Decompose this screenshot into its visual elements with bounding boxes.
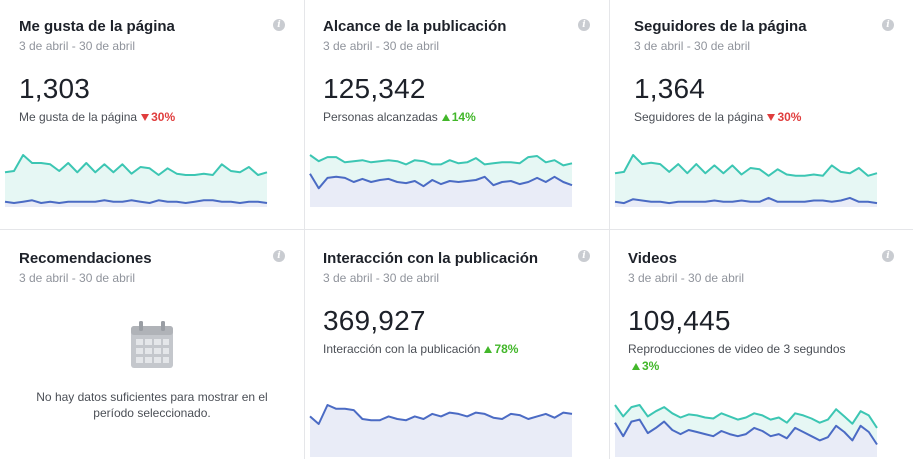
delta-percent: 30% [777,110,802,124]
date-range: 3 de abril - 30 de abril [628,271,745,285]
card-post-engagement[interactable]: Interacción con la publicación 3 de abri… [305,230,610,459]
sparkline-series-blue-line [614,196,878,205]
calendar-icon [131,321,173,368]
card-recommendations[interactable]: Recomendaciones 3 de abril - 30 de abril… [0,230,305,459]
arrow-up-icon [632,363,640,371]
sparkline-series-blue-line [4,199,268,204]
card-title: Seguidores de la página [634,18,807,35]
card-videos[interactable]: Videos 3 de abril - 30 de abril i 109,44… [610,230,913,459]
metric-subtitle: Me gusta de la página 30% [19,109,304,125]
sparkline-series-teal-area [615,155,877,207]
metric-value: 109,445 [628,305,731,336]
metric-label: Seguidores de la página [634,110,764,124]
sparkline-series-blue-line [309,173,573,190]
delta-percent: 14% [451,110,476,124]
sparkline-chart [4,154,268,207]
arrow-up-icon [441,114,450,122]
card-title: Me gusta de la página [19,18,175,35]
card-page-followers[interactable]: Seguidores de la página 3 de abril - 30 … [610,0,913,230]
sparkline-series-blue-line [614,418,878,446]
card-title: Videos [628,250,677,267]
sparkline-series-teal-area [5,155,267,207]
delta-percent: 3% [642,359,660,373]
date-range: 3 de abril - 30 de abril [19,39,136,53]
date-range: 3 de abril - 30 de abril [323,271,440,285]
info-icon[interactable]: i [882,250,894,262]
metric-subtitle: Interacción con la publicación 78% [323,341,609,357]
info-icon[interactable]: i [578,250,590,262]
sparkline-series-blue-area [615,197,877,207]
card-post-reach[interactable]: Alcance de la publicación 3 de abril - 3… [305,0,610,230]
date-range: 3 de abril - 30 de abril [634,39,751,53]
metric-label: Reproducciones de video de 3 segundos [628,342,846,356]
metric-label: Personas alcanzadas [323,110,438,124]
sparkline-chart [614,154,878,207]
metric-value: 369,927 [323,305,426,336]
sparkline-series-teal-line [614,404,878,429]
arrow-down-icon [767,114,776,122]
sparkline-chart [309,154,573,207]
sparkline-series-blue-area [310,405,572,457]
info-icon[interactable]: i [273,19,285,31]
metric-label: Me gusta de la página [19,110,138,124]
metric-subtitle: Personas alcanzadas 14% [323,109,609,125]
card-page-likes[interactable]: Me gusta de la página 3 de abril - 30 de… [0,0,305,230]
sparkline-series-blue-area [615,419,877,457]
sparkline-series-blue-line [309,404,573,425]
arrow-down-icon [141,114,150,122]
metric-delta-row: 3% [628,358,913,374]
info-icon[interactable]: i [578,19,590,31]
card-title: Interacción con la publicación [323,250,539,267]
delta-percent: 78% [494,342,519,356]
sparkline-chart [309,404,573,457]
sparkline-chart [614,404,878,457]
empty-message: No hay datos suficientes para mostrar en… [36,390,268,420]
metric-label: Interacción con la publicación [323,342,481,356]
sparkline-series-teal-line [4,154,268,176]
metric-value: 1,303 [19,73,91,104]
card-title: Alcance de la publicación [323,18,507,35]
info-icon[interactable]: i [882,19,894,31]
date-range: 3 de abril - 30 de abril [19,271,136,285]
metric-value: 1,364 [634,73,706,104]
metric-subtitle: Reproducciones de video de 3 segundos [628,341,913,357]
sparkline-series-teal-line [614,154,878,177]
metric-value: 125,342 [323,73,426,104]
metric-subtitle: Seguidores de la página 30% [634,109,913,125]
empty-state: No hay datos suficientes para mostrar en… [0,320,304,421]
sparkline-series-teal-line [309,154,573,167]
date-range: 3 de abril - 30 de abril [323,39,440,53]
info-icon[interactable]: i [273,250,285,262]
delta-percent: 30% [151,110,176,124]
arrow-up-icon [484,346,493,354]
card-title: Recomendaciones [19,250,152,267]
